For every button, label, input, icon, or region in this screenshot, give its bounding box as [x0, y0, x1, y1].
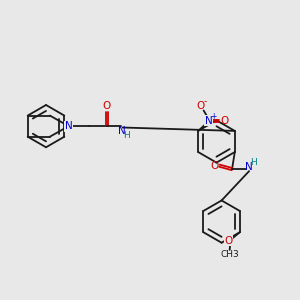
Text: CH3: CH3 [220, 250, 239, 259]
Text: O: O [211, 161, 219, 171]
Text: N: N [65, 121, 73, 131]
Text: +: + [210, 112, 216, 122]
Text: O: O [196, 101, 204, 111]
Text: O: O [224, 236, 233, 246]
Text: H: H [250, 158, 256, 167]
Text: O: O [220, 116, 228, 126]
Text: O: O [103, 101, 111, 111]
Text: N: N [205, 116, 213, 126]
Text: N: N [118, 126, 126, 136]
Text: H: H [123, 131, 130, 140]
Text: N: N [244, 162, 252, 172]
Text: -: - [204, 97, 207, 106]
